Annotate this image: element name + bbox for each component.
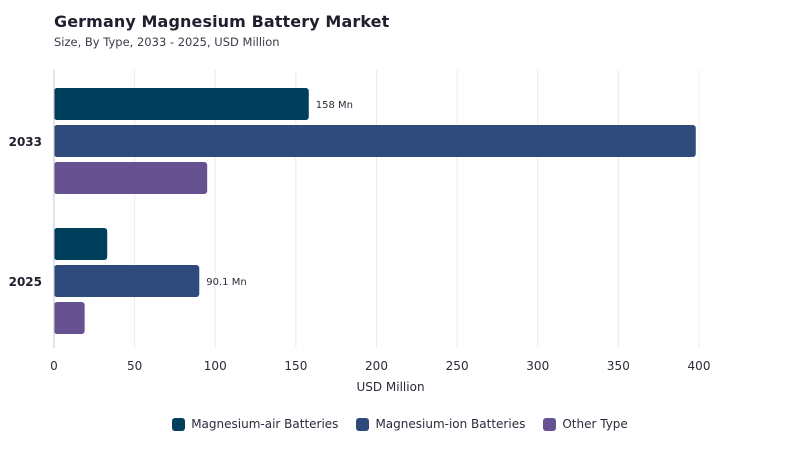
legend-label: Magnesium-air Batteries xyxy=(191,417,339,431)
chart-title: Germany Magnesium Battery Market xyxy=(54,12,390,31)
legend-label: Magnesium-ion Batteries xyxy=(375,417,526,431)
legend-item: Magnesium-ion Batteries xyxy=(356,417,525,431)
x-tick-label: 400 xyxy=(688,359,711,373)
x-tick-label: 100 xyxy=(204,359,227,373)
data-label: 90.1 Mn xyxy=(206,277,246,288)
axes: 0 50 100 150 200 250 300 350 400 USD Million 2033 2… xyxy=(9,70,711,394)
bar xyxy=(54,302,85,334)
chart-subtitle: Size, By Type, 2033 - 2025, USD Million xyxy=(54,35,280,49)
y-category-label: 2033 xyxy=(9,135,42,149)
chart-legend: Magnesium-air Batteries Magnesium-ion Bat… xyxy=(0,414,800,434)
bars xyxy=(54,88,696,334)
legend-label: Other Type xyxy=(562,417,628,431)
x-tick-label: 150 xyxy=(284,359,307,373)
legend-swatch xyxy=(543,417,557,431)
x-axis-title: USD Million xyxy=(356,380,424,394)
x-tick-label: 50 xyxy=(127,359,142,373)
legend-item: Other Type xyxy=(543,417,628,431)
data-labels: 158 Mn 90.1 Mn xyxy=(206,100,353,288)
data-label: 158 Mn xyxy=(316,100,353,111)
bar xyxy=(54,265,200,297)
legend-swatch xyxy=(356,417,370,431)
bar xyxy=(54,228,108,260)
bar xyxy=(54,125,696,157)
x-tick-label: 350 xyxy=(607,359,630,373)
legend-item: Magnesium-air Batteries xyxy=(172,417,338,431)
bar xyxy=(54,88,309,120)
legend-swatch xyxy=(172,417,186,431)
bar xyxy=(54,162,208,194)
x-tick-label: 300 xyxy=(526,359,549,373)
x-tick-label: 250 xyxy=(446,359,469,373)
x-tick-label: 200 xyxy=(365,359,388,373)
y-category-label: 2025 xyxy=(9,275,42,289)
x-tick-label: 0 xyxy=(50,359,58,373)
